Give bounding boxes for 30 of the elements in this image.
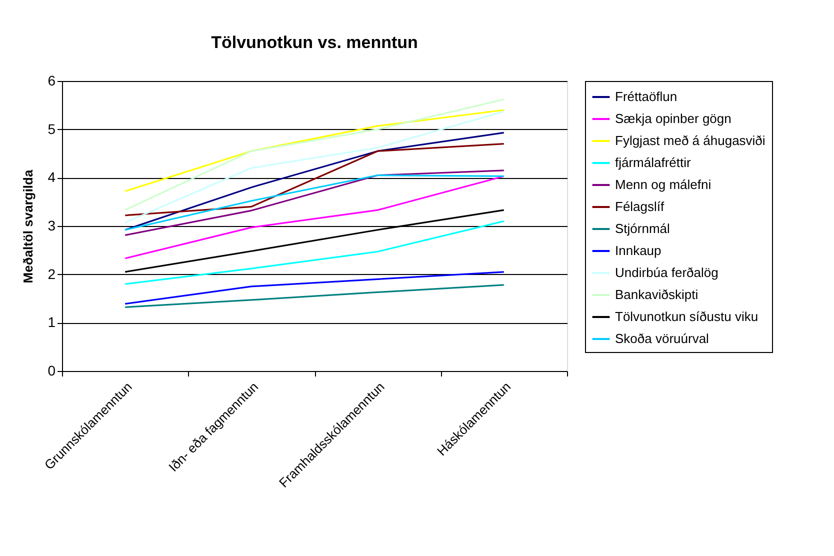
legend-label: Undirbúa ferðalög — [615, 265, 718, 280]
y-tick-label: 2 — [48, 266, 56, 282]
line-series — [124, 132, 505, 231]
line-series — [124, 220, 505, 285]
legend-label: Tölvunotkun síðustu viku — [615, 309, 758, 324]
y-tick-label: 1 — [48, 314, 56, 330]
y-tick-label: 0 — [48, 362, 56, 378]
legend-label: Stjórnmál — [615, 221, 670, 236]
legend-label: Innkaup — [615, 243, 662, 258]
legend-label: Fréttaöflun — [615, 89, 678, 104]
line-series — [124, 284, 505, 308]
y-axis-title: Meðaltöl svargilda — [20, 169, 36, 284]
legend-label: Skoða vöruúrval — [615, 331, 710, 346]
legend-label: fjármálafréttir — [615, 155, 692, 170]
legend-label: Sækja opinber gögn — [615, 111, 732, 126]
line-series — [124, 175, 505, 260]
line-series — [124, 98, 505, 211]
legend-label: Bankaviðskipti — [615, 287, 698, 302]
y-tick-label: 6 — [48, 72, 56, 88]
legend-label: Menn og málefni — [615, 177, 712, 192]
line-series — [124, 143, 505, 216]
chart-title: Tölvunotkun vs. menntun — [211, 33, 418, 52]
y-tick-label: 5 — [48, 120, 56, 137]
legend-label: Fylgjast með á áhugasviði — [615, 133, 766, 148]
line-series — [124, 110, 505, 224]
legend-label: Félagslíf — [615, 199, 665, 214]
y-tick-label: 3 — [48, 218, 56, 234]
line-series — [124, 109, 505, 192]
line-series — [124, 271, 505, 305]
y-tick-label: 4 — [48, 169, 56, 186]
